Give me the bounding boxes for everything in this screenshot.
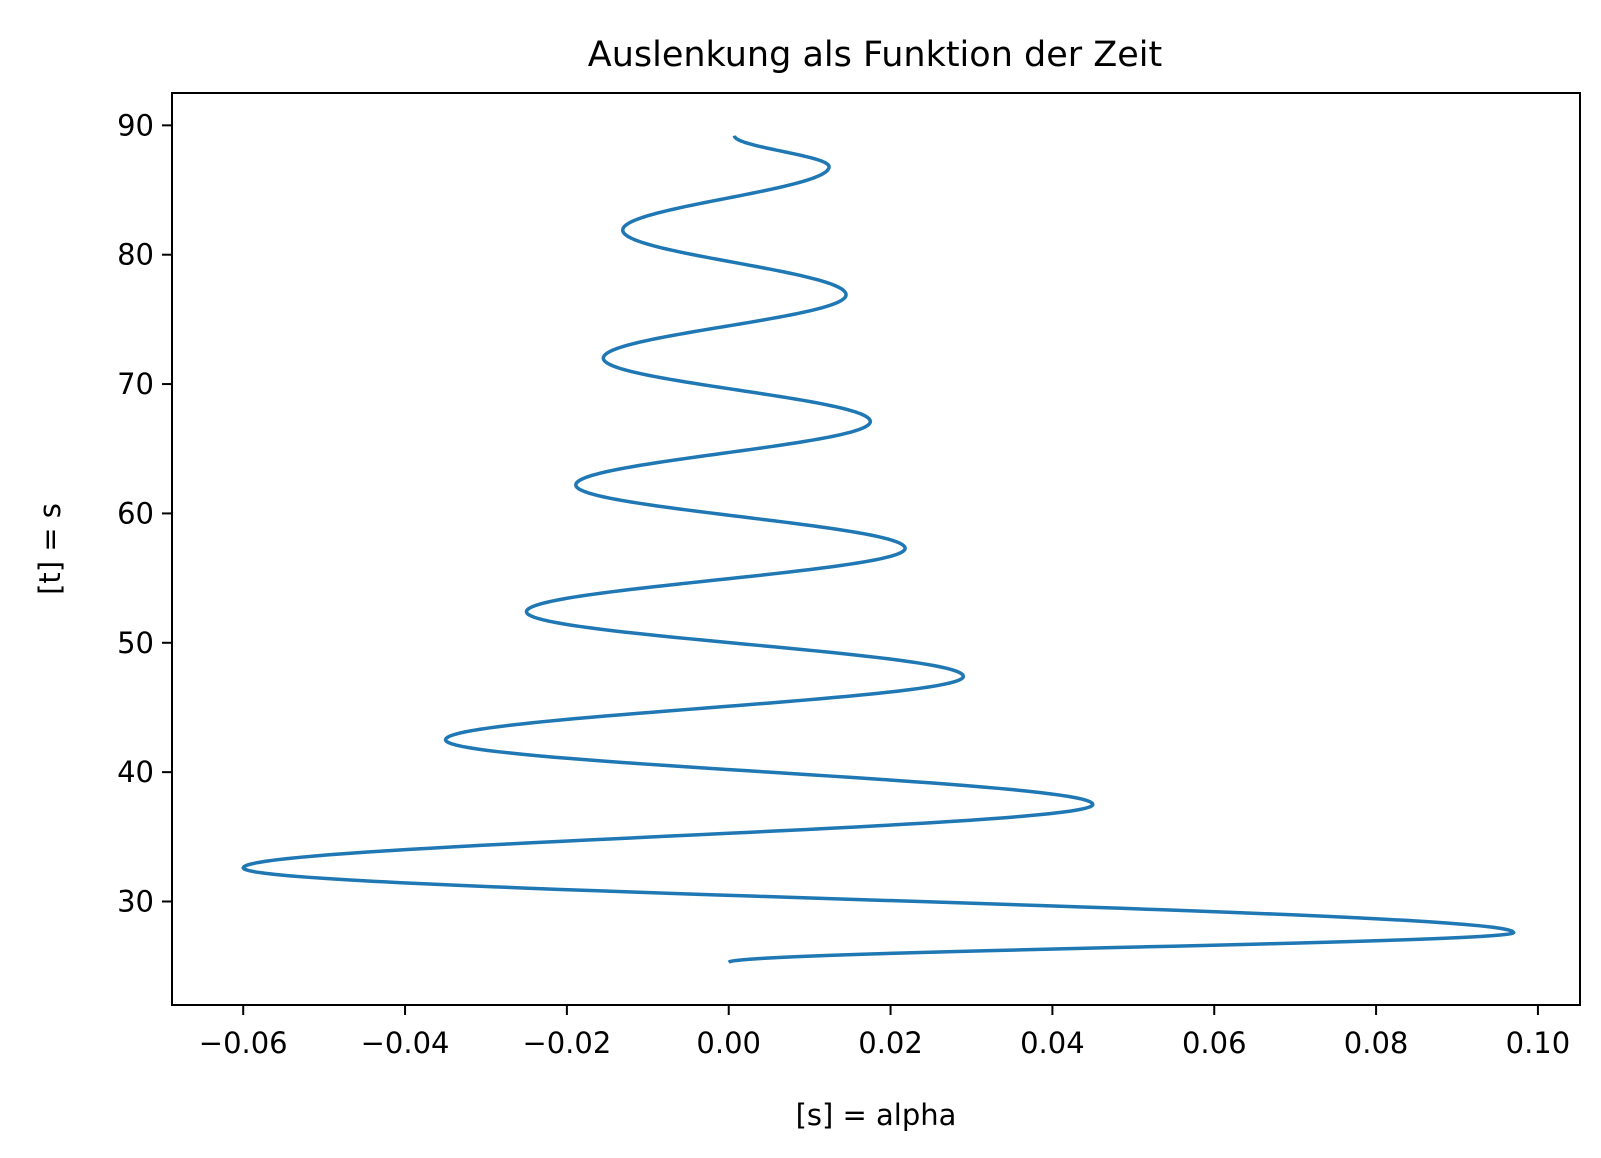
x-tick-label: 0.04 — [1020, 1026, 1085, 1060]
chart-title: Auslenkung als Funktion der Zeit — [588, 35, 1162, 75]
plot-layer — [241, 134, 1516, 964]
y-tick-label: 80 — [117, 238, 154, 272]
y-tick-label: 40 — [117, 755, 154, 789]
y-axis-title: [t] = s — [33, 503, 67, 595]
series-line-0 — [241, 134, 1516, 964]
x-tick-label: 0.10 — [1506, 1026, 1571, 1060]
x-tick-label: 0.08 — [1344, 1026, 1409, 1060]
y-tick-label: 30 — [117, 885, 154, 919]
y-tick-label: 90 — [117, 108, 154, 142]
x-tick-label: 0.02 — [858, 1026, 923, 1060]
x-tick-label: −0.06 — [199, 1026, 288, 1060]
y-axis-ticks: 30 40 50 60 70 80 90 — [117, 108, 172, 919]
x-tick-label: 0.06 — [1182, 1026, 1247, 1060]
x-tick-label: 0.00 — [696, 1026, 761, 1060]
y-tick-label: 60 — [117, 496, 154, 530]
x-tick-label: −0.02 — [522, 1026, 611, 1060]
x-axis-ticks: −0.06 −0.04 −0.02 0.00 0.02 0.04 0.06 0.08 0.10 — [199, 1005, 1570, 1060]
y-tick-label: 70 — [117, 367, 154, 401]
x-axis-title: [s] = alpha — [796, 1098, 957, 1132]
plot-frame — [171, 92, 1581, 1006]
x-tick-label: −0.04 — [361, 1026, 450, 1060]
y-tick-label: 50 — [117, 626, 154, 660]
